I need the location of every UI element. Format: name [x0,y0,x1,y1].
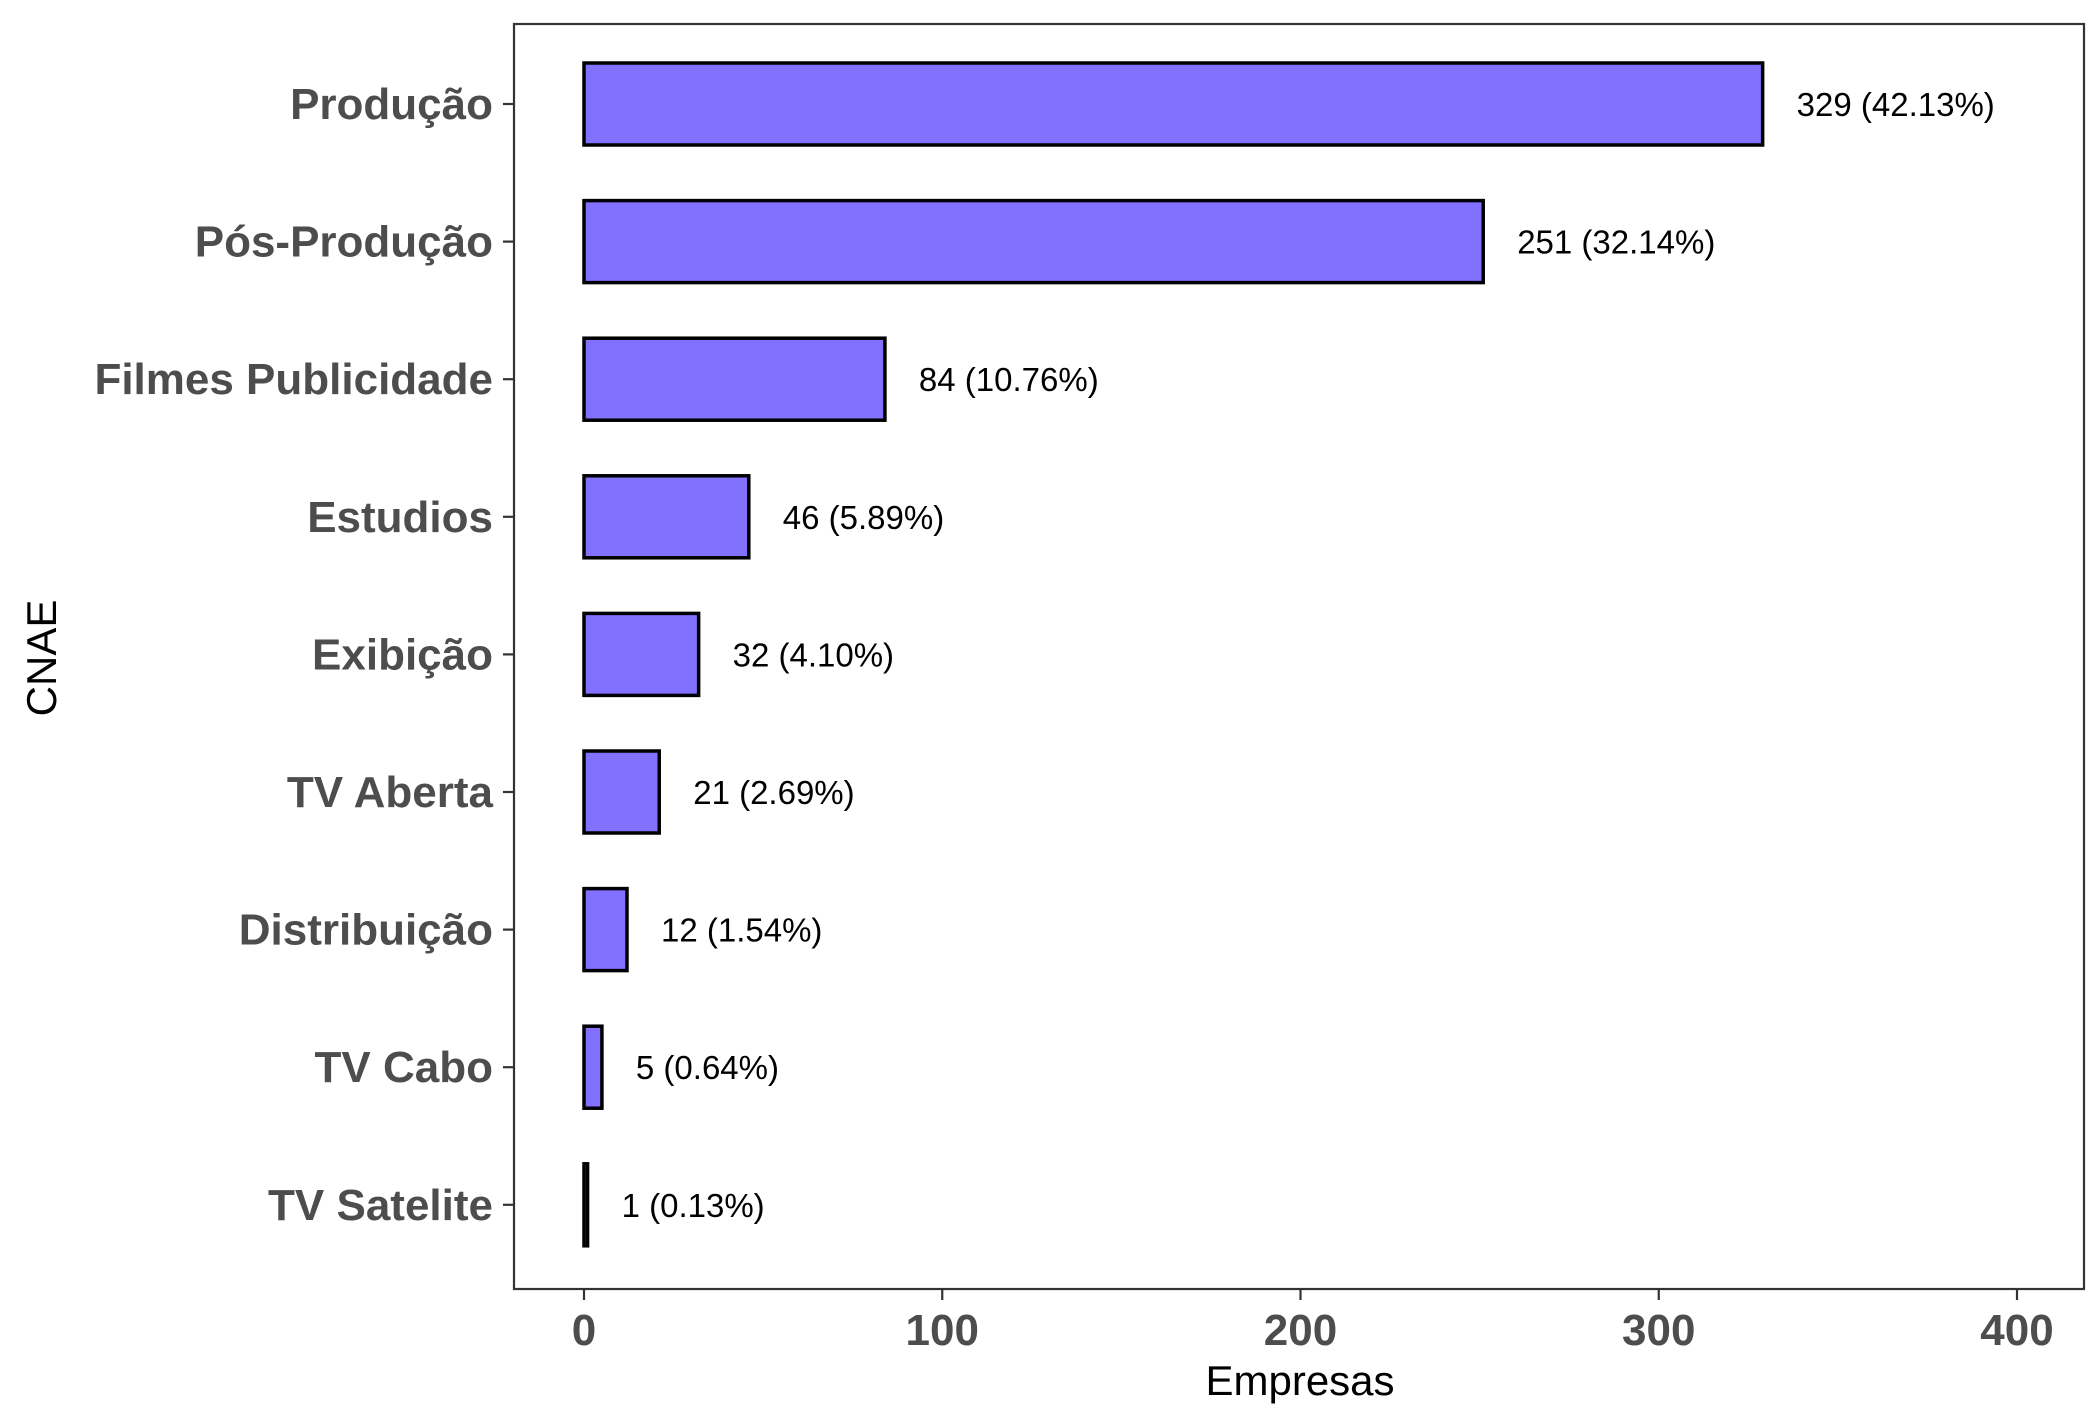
bars-layer [582,61,1765,1248]
bar-5 [582,749,661,835]
y-tick-label-3: Estudios [307,493,493,542]
x-tick-label-0: 0 [572,1306,596,1355]
data-label-0: 329 (42.13%) [1797,86,1995,123]
bar-6 [582,886,629,973]
y-tick-label-8: TV Satelite [268,1181,493,1230]
bar-8 [582,1162,590,1248]
y-tick-label-1: Pós-Produção [195,218,493,267]
data-label-4: 32 (4.10%) [733,636,894,673]
y-tick-label-5: TV Aberta [287,768,494,817]
data-label-8: 1 (0.13%) [622,1187,765,1224]
x-axis-title: Empresas [1205,1357,1394,1404]
data-labels-layer: 329 (42.13%) 251 (32.14%) 84 (10.76%) 46 (5… [622,86,1995,1224]
x-tick-label-1: 100 [906,1306,979,1355]
bar-3 [582,474,751,560]
data-label-5: 21 (2.69%) [693,774,854,811]
x-axis: 0 100 200 300 400 [572,1289,2054,1355]
y-tick-label-7: TV Cabo [315,1043,493,1092]
y-tick-label-4: Exibição [312,630,493,679]
plot-panel-border [512,22,2086,1291]
y-tick-label-0: Produção [290,80,493,129]
data-label-3: 46 (5.89%) [783,499,944,536]
bar-0 [582,61,1765,147]
y-axis: Produção Pós-Produção Filmes Publicidade Es… [94,80,514,1230]
x-tick-label-2: 200 [1264,1306,1337,1355]
x-tick-label-3: 300 [1622,1306,1695,1355]
x-tick-label-4: 400 [1980,1306,2053,1355]
bar-7 [582,1024,604,1110]
data-label-7: 5 (0.64%) [636,1049,779,1086]
data-label-2: 84 (10.76%) [919,361,1099,398]
y-axis-title: CNAE [18,600,65,717]
data-label-1: 251 (32.14%) [1517,224,1715,261]
data-label-6: 12 (1.54%) [661,912,822,949]
bar-2 [582,336,887,422]
y-tick-label-2: Filmes Publicidade [94,355,493,404]
bar-4 [582,611,701,698]
y-tick-label-6: Distribuição [239,906,493,955]
bar-1 [582,198,1485,285]
